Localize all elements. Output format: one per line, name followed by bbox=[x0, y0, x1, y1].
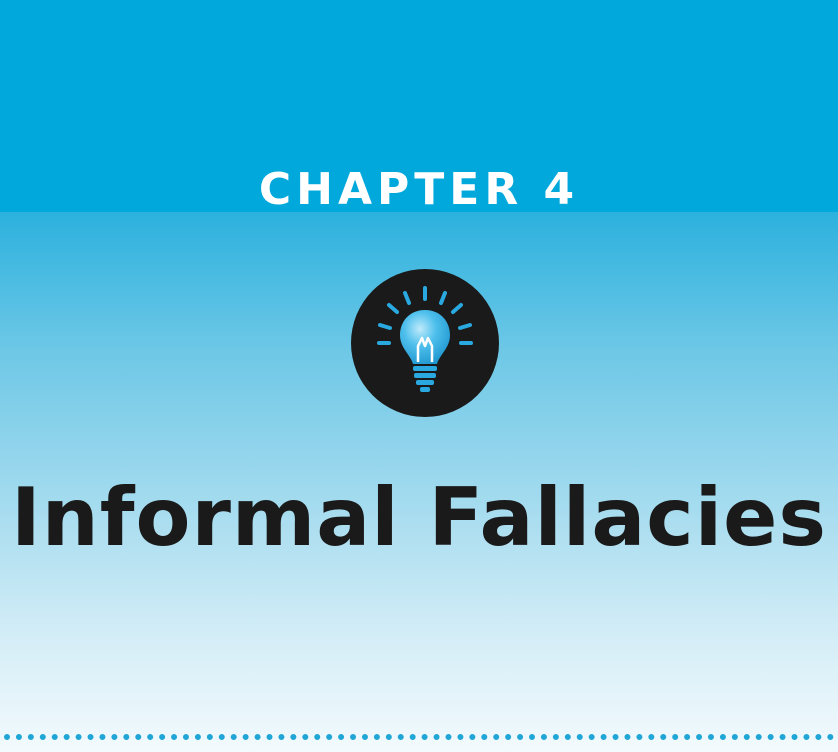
chapter-label: CHAPTER 4 bbox=[258, 164, 580, 215]
chapter-title: Informal Fallacies bbox=[10, 471, 828, 564]
dotted-divider bbox=[4, 734, 834, 740]
lightbulb-icon bbox=[351, 269, 499, 417]
header-band bbox=[0, 0, 838, 212]
